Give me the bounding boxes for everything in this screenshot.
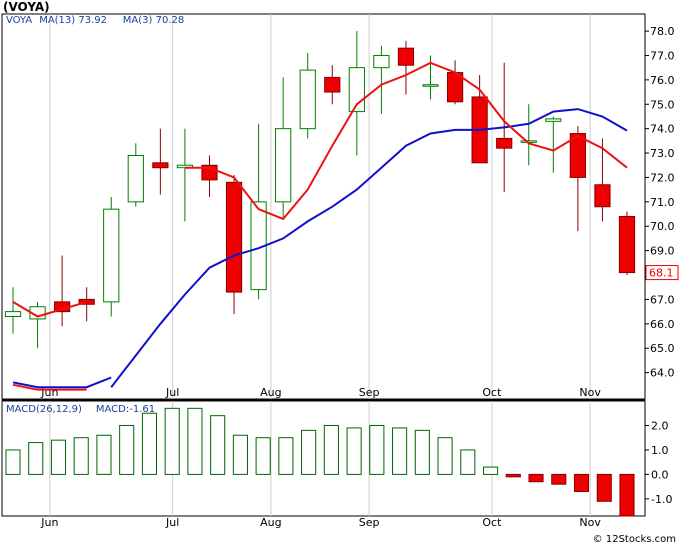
macd-bar xyxy=(551,473,567,485)
ma3-line xyxy=(184,61,628,221)
candle-body xyxy=(225,181,243,293)
macd-bar xyxy=(619,473,635,517)
candle-body xyxy=(275,128,292,203)
ma3-line-start xyxy=(12,300,87,318)
price-panel-divider xyxy=(2,399,645,401)
price-y-tick-label: 64.0 xyxy=(650,367,675,380)
price-x-tick-label: Oct xyxy=(482,386,502,399)
macd-y-tick-label: -1.0 xyxy=(651,493,672,506)
last-price-box xyxy=(645,265,679,281)
macd-bar xyxy=(505,473,521,478)
price-y-tick-label: 69.0 xyxy=(650,245,675,258)
macd-bar xyxy=(164,407,180,475)
price-y-tick-label: 77.0 xyxy=(650,49,675,62)
candle-body xyxy=(299,69,316,130)
price-y-tick-label: 66.0 xyxy=(650,318,675,331)
last-price-label: 68.1 xyxy=(649,267,674,280)
price-x-tick-label: Jul xyxy=(165,386,179,399)
macd-bar xyxy=(73,437,89,475)
macd-x-tick-label: Jul xyxy=(165,516,179,529)
macd-bar xyxy=(301,429,317,475)
price-y-tick-label: 71.0 xyxy=(650,196,675,209)
macd-bar xyxy=(483,466,499,475)
price-legend-item: VOYA xyxy=(6,15,32,26)
macd-bar xyxy=(255,437,271,475)
macd-x-tick-label: Sep xyxy=(359,516,380,529)
price-y-tick-label: 75.0 xyxy=(650,98,675,111)
macd-x-tick-label: Oct xyxy=(482,516,502,529)
macd-bar xyxy=(210,415,226,475)
macd-bar xyxy=(369,424,385,475)
price-y-tick-label: 73.0 xyxy=(650,147,675,160)
macd-bar xyxy=(232,434,248,475)
price-y-tick-label: 74.0 xyxy=(650,123,675,136)
macd-bar xyxy=(278,437,294,475)
price-y-tick-label: 70.0 xyxy=(650,220,675,233)
macd-bar xyxy=(346,427,362,475)
price-y-tick-label: 65.0 xyxy=(650,342,675,355)
price-y-tick-label: 76.0 xyxy=(650,74,675,87)
price-panel-border xyxy=(1,13,646,400)
price-x-tick-label: Nov xyxy=(579,386,601,399)
macd-bar xyxy=(5,449,21,475)
macd-legend-item: MACD(26,12,9) xyxy=(6,404,82,415)
price-y-tick-label: 72.0 xyxy=(650,171,675,184)
macd-y-tick-label: 1.0 xyxy=(651,444,669,457)
price-x-tick-label: Aug xyxy=(260,386,281,399)
candle-body xyxy=(127,154,144,203)
macd-bar xyxy=(323,424,339,475)
watermark: © 12Stocks.com xyxy=(592,534,676,545)
ma13-line-early xyxy=(12,376,112,389)
candle-body xyxy=(103,208,120,303)
price-legend-item: MA(3) 70.28 xyxy=(123,15,184,26)
macd-bar xyxy=(414,429,430,475)
macd-bar xyxy=(96,434,112,475)
candle-body xyxy=(618,215,636,274)
ma3-line-early xyxy=(12,383,87,391)
price-y-tick-label: 67.0 xyxy=(650,293,675,306)
candle-body xyxy=(496,137,513,149)
candle-body xyxy=(152,162,169,169)
macd-y-tick-label: 2.0 xyxy=(651,419,669,432)
candle-body xyxy=(545,118,562,122)
macd-bar xyxy=(187,407,203,475)
price-y-tick-label: 78.0 xyxy=(650,25,675,38)
macd-bar xyxy=(460,449,476,475)
candle-body xyxy=(569,133,586,178)
macd-y-tick-label: 0.0 xyxy=(651,468,669,481)
macd-bar xyxy=(141,412,157,475)
macd-legend-item: MACD:-1.61 xyxy=(96,404,155,415)
macd-bar xyxy=(28,442,44,475)
macd-bar xyxy=(119,424,135,475)
macd-bar xyxy=(392,427,408,475)
macd-bar xyxy=(528,473,544,483)
candle-body xyxy=(373,54,390,69)
candle-body xyxy=(594,184,611,208)
candle-body xyxy=(397,47,415,66)
macd-bar xyxy=(50,439,67,475)
chart-title: (VOYA) xyxy=(3,0,50,14)
macd-bar xyxy=(437,437,453,475)
candle-body xyxy=(422,84,439,87)
macd-x-tick-label: Aug xyxy=(260,516,281,529)
candle-body xyxy=(4,311,22,317)
candle-body xyxy=(324,76,341,93)
price-legend-item: MA(13) 73.92 xyxy=(39,15,107,26)
ma13-line xyxy=(110,108,628,388)
macd-x-tick-label: Jun xyxy=(40,516,58,529)
macd-x-tick-label: Nov xyxy=(579,516,601,529)
macd-bar xyxy=(596,473,612,502)
macd-bar xyxy=(573,473,590,493)
price-x-tick-label: Sep xyxy=(359,386,380,399)
